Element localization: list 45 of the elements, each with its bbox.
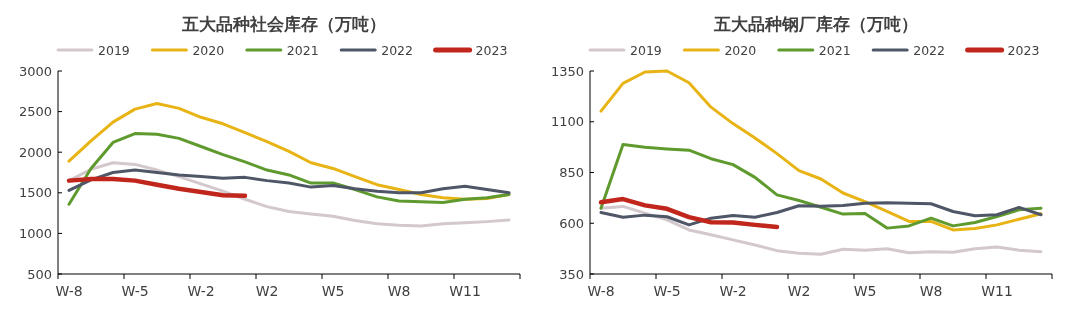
x-tick-label: W2 <box>255 283 279 299</box>
x-tick-label: W-8 <box>587 283 615 299</box>
legend-label: 2022 <box>381 42 414 58</box>
legend-label: 2023 <box>475 42 508 58</box>
x-tick-label: W-2 <box>719 283 747 299</box>
legend-label: 2020 <box>192 42 225 58</box>
x-tick-label: W-8 <box>55 283 83 299</box>
y-tick-label: 600 <box>559 215 584 231</box>
line-series <box>599 201 1043 227</box>
chart-title: 五大品种钢厂库存（万吨） <box>713 14 918 34</box>
legend-label: 2020 <box>724 42 757 58</box>
x-tick-label: W8 <box>387 283 411 299</box>
y-tick-label: 1100 <box>550 114 584 130</box>
legend-label: 2019 <box>98 42 130 58</box>
y-tick-label: 850 <box>559 165 584 180</box>
legend-label: 2021 <box>286 42 319 58</box>
line-series <box>67 132 511 206</box>
legend-label: 2022 <box>913 42 946 58</box>
legend-label: 2019 <box>630 42 662 58</box>
line-series <box>599 69 1043 232</box>
line-series <box>67 168 511 195</box>
chart-title: 五大品种社会库存（万吨） <box>181 14 386 34</box>
y-tick-label: 500 <box>27 266 52 282</box>
line-series <box>599 142 1043 230</box>
y-tick-label: 1350 <box>550 63 584 79</box>
x-tick-label: W-5 <box>653 283 681 299</box>
y-tick-label: 2000 <box>18 144 52 160</box>
x-tick-label: W11 <box>981 283 1013 299</box>
x-tick-label: W-2 <box>187 283 215 299</box>
line-series <box>599 204 1043 256</box>
x-tick-label: W2 <box>787 283 811 299</box>
line-series <box>66 176 248 198</box>
x-tick-label: W8 <box>919 283 943 299</box>
y-tick-label: 1500 <box>18 185 52 201</box>
x-tick-label: W5 <box>321 283 345 299</box>
y-tick-label: 1000 <box>18 225 52 241</box>
y-tick-label: 2500 <box>18 104 52 120</box>
legend-label: 2021 <box>818 42 851 58</box>
y-tick-label: 3000 <box>18 63 52 79</box>
legend-label: 2023 <box>1007 42 1040 58</box>
line-series <box>598 196 780 230</box>
x-tick-label: W5 <box>853 283 877 299</box>
x-tick-label: W11 <box>449 283 481 299</box>
y-tick-label: 350 <box>559 266 584 282</box>
x-tick-label: W-5 <box>121 283 149 299</box>
